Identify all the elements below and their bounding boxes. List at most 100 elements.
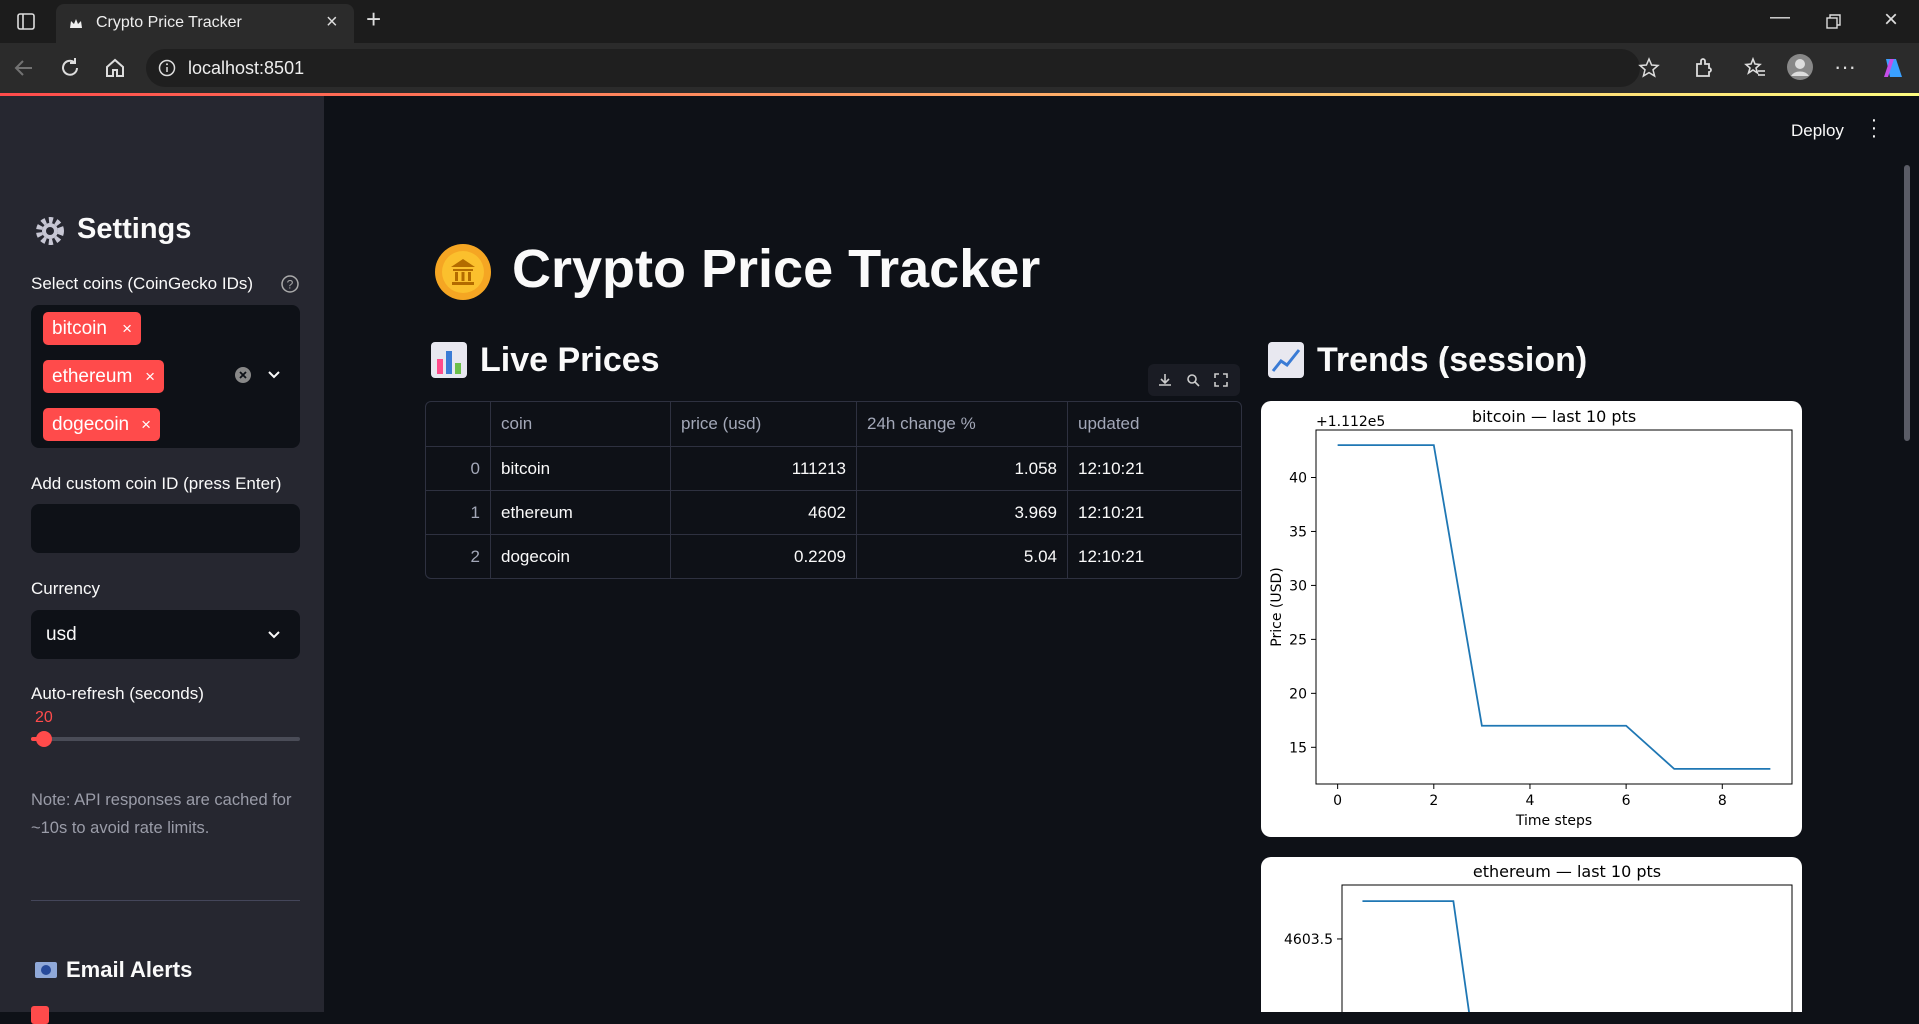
table-cell: ethereum — [490, 491, 670, 535]
table-row: 0 bitcoin 111213 1.058 12:10:21 — [426, 446, 1241, 491]
table-row: 2 dogecoin 0.2209 5.04 12:10:21 — [426, 534, 1241, 578]
extensions[interactable] — [1692, 56, 1716, 80]
main-menu[interactable]: · · · — [1870, 109, 1878, 147]
site-info-icon[interactable] — [158, 59, 176, 77]
y-tick-label: 20 — [1289, 686, 1307, 702]
restore[interactable] — [1825, 14, 1841, 30]
search-icon[interactable] — [1186, 373, 1200, 387]
deploy-button[interactable]: Deploy — [1791, 121, 1844, 140]
header-cell: price (usd) — [670, 402, 856, 446]
settings-menu[interactable]: ··· — [1834, 54, 1856, 79]
y-axis-label: Price (USD) — [1269, 567, 1285, 646]
currency-value: usd — [46, 624, 77, 645]
x-axis-label: Time steps — [1515, 813, 1592, 829]
y-tick-label: 40 — [1289, 470, 1307, 486]
table-cell: 12:10:21 — [1067, 491, 1241, 535]
coin-chip[interactable]: bitcoin × — [43, 312, 141, 345]
bar-chart-emoji — [431, 342, 467, 378]
multiselect-chevron[interactable] — [266, 368, 282, 382]
header-cell — [426, 402, 490, 446]
active-tab[interactable]: Crypto Price Tracker × — [56, 4, 354, 43]
new-tab[interactable]: + — [366, 4, 382, 34]
address-bar[interactable]: localhost:8501 — [146, 49, 1660, 87]
close-window[interactable]: × — [1884, 6, 1899, 33]
row-index: 1 — [470, 503, 480, 522]
help-icon[interactable]: ? — [280, 274, 300, 294]
table-row: 1 ethereum 4602 3.969 12:10:21 — [426, 490, 1241, 535]
trends-title: Trends (session) — [1317, 341, 1588, 379]
y-tick-label: 25 — [1289, 632, 1307, 648]
home-button[interactable] — [103, 56, 127, 80]
copilot[interactable] — [1880, 55, 1906, 81]
row-index: 2 — [470, 547, 480, 566]
svg-text:?: ? — [287, 278, 294, 292]
tab-favicon — [70, 19, 82, 28]
url: localhost:8501 — [188, 58, 305, 78]
price-line — [1337, 444, 1771, 770]
select-label: Select coins (CoinGecko IDs) — [31, 274, 254, 293]
back-button[interactable] — [12, 56, 36, 80]
x-tick-label: 6 — [1622, 793, 1631, 809]
clear-selection[interactable] — [234, 366, 252, 384]
slider-track[interactable] — [31, 737, 300, 741]
table-toolbar — [1148, 364, 1240, 396]
table-cell: 12:10:21 — [1067, 447, 1241, 491]
currency-label: Currency — [31, 579, 100, 598]
slider-thumb[interactable] — [36, 731, 52, 747]
alert-checkbox[interactable] — [31, 1006, 49, 1024]
chart-title: ethereum — last 10 pts — [1473, 862, 1661, 881]
tab-actions-icon[interactable] — [16, 12, 36, 32]
custom-label: Add custom coin ID (press Enter) — [31, 474, 282, 493]
table-cell: 0.2209 — [670, 535, 856, 578]
header-cell: updated — [1067, 402, 1241, 446]
chip-remove[interactable]: × — [122, 319, 132, 338]
chip-label: dogecoin — [52, 414, 130, 435]
table-cell: bitcoin — [490, 447, 670, 491]
table-cell: 4602 — [670, 491, 856, 535]
currency-select[interactable]: usd — [31, 610, 300, 659]
gear-icon — [36, 217, 64, 245]
y-tick-label: 4603.5 — [1284, 932, 1333, 948]
chart-card: 0 2 4 6 8 15 20 25 30 35 40 bitcoin — last 10 pts +1… — [1261, 401, 1802, 837]
table-cell: 3.969 — [856, 491, 1067, 535]
table-cell: 1.058 — [856, 447, 1067, 491]
row-index: 0 — [470, 459, 480, 478]
chip-remove[interactable]: × — [141, 415, 151, 434]
y-tick-label: 35 — [1289, 524, 1307, 540]
price-table[interactable]: coin price (usd) 24h change % updated 0 bitco… — [425, 401, 1242, 579]
currency-chevron — [268, 631, 280, 639]
settings-title: Settings — [77, 213, 192, 245]
table-cell: 111213 — [670, 447, 856, 491]
custom-coin-input[interactable] — [31, 504, 300, 553]
favorite-star[interactable] — [1638, 57, 1660, 79]
x-tick-label: 2 — [1429, 793, 1438, 809]
coin-chip[interactable]: ethereum × — [43, 360, 164, 393]
download-icon[interactable] — [1158, 373, 1172, 387]
fullscreen-icon[interactable] — [1214, 373, 1228, 387]
price-line — [1362, 900, 1470, 1012]
chip-label: bitcoin — [52, 318, 107, 339]
scrollbar[interactable] — [1904, 165, 1910, 441]
x-tick-label: 4 — [1525, 793, 1534, 809]
favorites[interactable] — [1743, 56, 1767, 80]
tab-close[interactable]: × — [326, 11, 338, 33]
reload-button[interactable] — [58, 56, 82, 80]
trend-emoji — [1268, 342, 1304, 378]
axis-offset: +1.112e5 — [1316, 414, 1385, 430]
y-tick-label: 15 — [1289, 740, 1307, 756]
header-cell: coin — [490, 402, 670, 446]
status-accent — [0, 93, 1919, 96]
profile[interactable] — [1786, 53, 1814, 81]
page-title: Crypto Price Tracker — [512, 239, 1041, 299]
mail-icon — [35, 962, 57, 978]
live-prices-title: Live Prices — [480, 341, 660, 379]
y-tick-label: 30 — [1289, 578, 1307, 594]
table-cell: dogecoin — [490, 535, 670, 578]
coin-chip[interactable]: dogecoin × — [43, 408, 160, 441]
chip-remove[interactable]: × — [145, 367, 155, 386]
x-tick-label: 8 — [1718, 793, 1727, 809]
minimize[interactable]: — — [1770, 6, 1790, 28]
